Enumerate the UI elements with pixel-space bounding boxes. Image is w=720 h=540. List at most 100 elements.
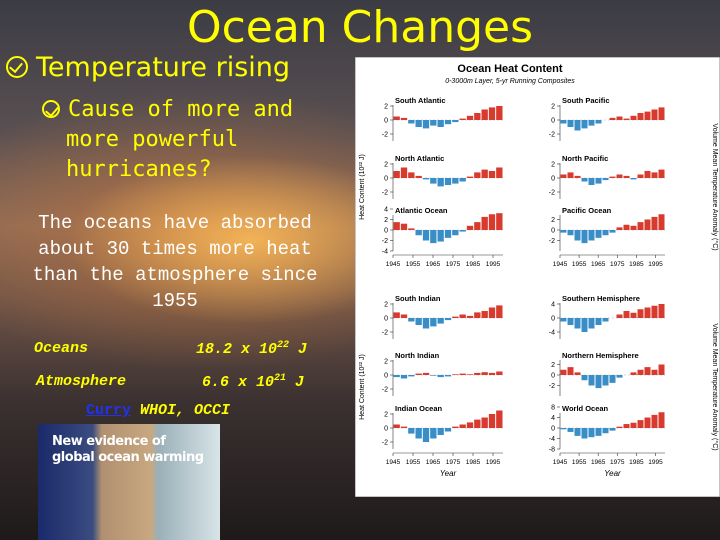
y-tick-label: -4 xyxy=(382,249,388,256)
sub-bullet-line: hurricanes? xyxy=(66,157,212,182)
bar xyxy=(452,178,459,184)
y-tick-label: -2 xyxy=(382,440,388,447)
y2-axis-label: Volume Mean Temperature Anomaly (°C) xyxy=(711,123,719,250)
x-axis-label: Year xyxy=(440,469,457,478)
bar xyxy=(588,375,595,386)
x-tick-label: 1995 xyxy=(486,459,501,466)
bar xyxy=(630,372,637,375)
bar xyxy=(658,107,665,120)
bar xyxy=(602,318,609,322)
bar xyxy=(651,109,658,120)
y-tick-label: 2 xyxy=(551,217,555,224)
bar xyxy=(637,369,644,375)
bar xyxy=(630,422,637,428)
y-tick-label: 2 xyxy=(384,412,388,419)
sub-bullet-line: more powerful xyxy=(66,127,239,152)
bar xyxy=(658,304,665,318)
bar xyxy=(496,371,503,375)
bar xyxy=(466,176,474,178)
exponent: 21 xyxy=(274,373,287,384)
bar xyxy=(488,307,496,318)
bar xyxy=(567,318,574,325)
book-cover: New evidence of global ocean warming xyxy=(38,424,220,540)
bar xyxy=(581,178,588,182)
bar xyxy=(415,318,422,325)
bar xyxy=(609,230,616,233)
y-tick-label: 0 xyxy=(551,316,555,323)
x-tick-label: 1975 xyxy=(610,261,625,268)
bar xyxy=(481,169,488,178)
y-tick-label: 0 xyxy=(384,228,388,235)
bar xyxy=(644,219,651,230)
bar xyxy=(466,115,474,120)
bar xyxy=(459,314,466,318)
bar xyxy=(644,171,651,178)
bar xyxy=(644,307,651,318)
bar xyxy=(437,375,444,378)
bar xyxy=(430,318,437,327)
bar xyxy=(422,372,430,375)
bar xyxy=(466,374,474,375)
bar xyxy=(430,428,437,439)
bar xyxy=(630,312,637,318)
y-axis-label: Heat Content (10²² J) xyxy=(359,354,366,420)
bar xyxy=(651,216,658,230)
bar xyxy=(400,314,408,318)
bar xyxy=(658,214,665,230)
bar xyxy=(400,167,408,178)
bar xyxy=(616,227,623,230)
bar xyxy=(496,106,503,120)
bar xyxy=(444,428,452,432)
bar xyxy=(588,230,595,241)
y-tick-label: -2 xyxy=(382,190,388,197)
x-tick-label: 1995 xyxy=(486,261,501,268)
bar xyxy=(422,120,430,129)
bar xyxy=(651,369,658,375)
bar xyxy=(459,424,466,428)
bar xyxy=(422,428,430,442)
bar xyxy=(452,316,459,318)
bar xyxy=(630,225,637,230)
bar xyxy=(581,318,588,332)
source-text: WHOI, OCCI xyxy=(140,402,231,419)
y-tick-label: 0 xyxy=(551,426,555,433)
bullet-icon xyxy=(6,56,28,78)
y-tick-label: -2 xyxy=(549,190,555,197)
bar xyxy=(408,428,415,434)
y-tick-label: -2 xyxy=(549,132,555,139)
bar xyxy=(430,178,437,184)
bullet-icon xyxy=(42,100,60,118)
bar xyxy=(567,172,574,178)
x-tick-label: 1955 xyxy=(406,261,421,268)
bar xyxy=(488,171,496,178)
bar xyxy=(588,318,595,329)
paragraph-line: The oceans have absorbed xyxy=(38,212,312,234)
x-tick-label: 1945 xyxy=(386,459,401,466)
y-tick-label: 2 xyxy=(384,302,388,309)
y-tick-label: 4 xyxy=(551,302,555,309)
bar xyxy=(422,178,430,180)
bar xyxy=(581,428,588,439)
bar xyxy=(602,428,609,434)
y-tick-label: 2 xyxy=(384,217,388,224)
bar xyxy=(581,230,588,244)
bar xyxy=(408,318,415,322)
bar xyxy=(616,426,623,428)
source-link[interactable]: Curry xyxy=(86,402,132,419)
sub-bullet-line: Cause of more and xyxy=(68,97,294,122)
y-tick-label: 0 xyxy=(551,228,555,235)
exponent: 22 xyxy=(277,340,290,351)
bar xyxy=(437,120,444,127)
bar xyxy=(430,120,437,126)
y-tick-label: -4 xyxy=(549,330,555,337)
bar xyxy=(609,176,616,178)
x-tick-label: 1945 xyxy=(553,459,568,466)
bar xyxy=(567,120,574,127)
y-tick-label: 2 xyxy=(551,104,555,111)
panel-title: South Indian xyxy=(395,294,441,303)
y-tick-label: -8 xyxy=(549,447,555,454)
bar xyxy=(430,375,437,376)
bar xyxy=(437,230,444,242)
y-tick-label: 2 xyxy=(551,362,555,369)
bar xyxy=(595,375,602,389)
